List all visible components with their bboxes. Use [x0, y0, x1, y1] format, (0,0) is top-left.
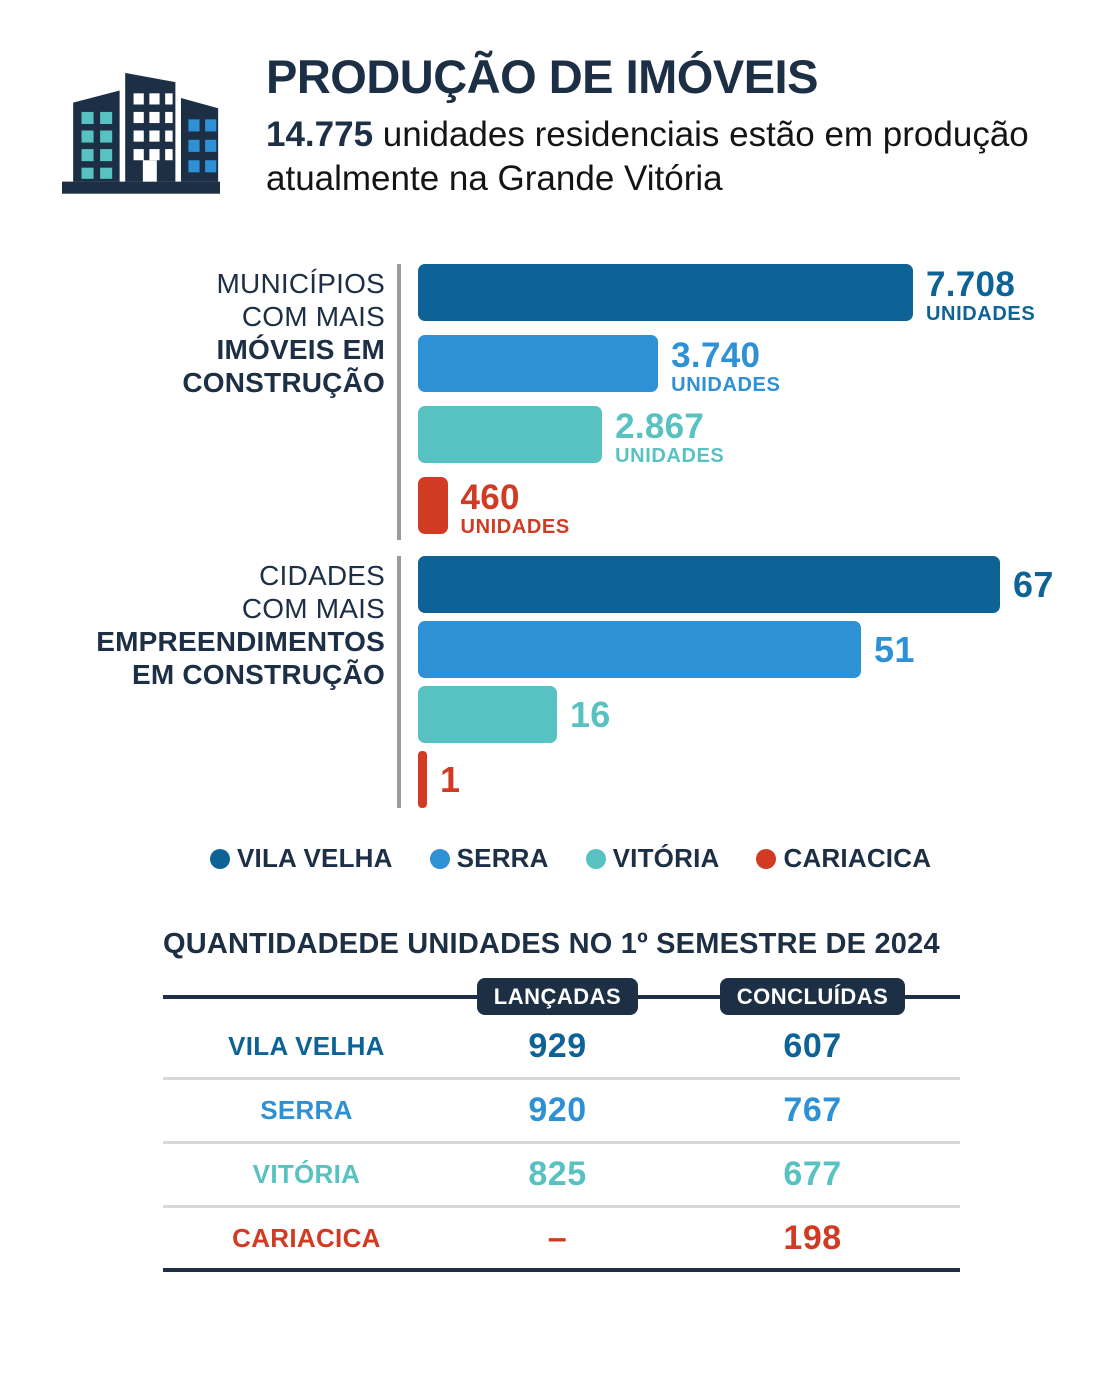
bar-vila-velha [418, 556, 1000, 613]
chart-label-line: EM CONSTRUÇÃO [131, 659, 385, 690]
subtitle-highlight: 14.775 [266, 115, 374, 155]
bar-value-number: 7.708 [926, 265, 1016, 304]
legend-label: VITÓRIA [612, 843, 720, 873]
cell-vitoria-concluidas: 677 [783, 1155, 842, 1193]
bar-cariacica [418, 477, 448, 534]
bar-serra [418, 621, 861, 678]
legend: VILA VELHA SERRA VITÓRIA CARIACICA [210, 843, 931, 874]
legend-item-serra: SERRA [429, 843, 549, 874]
cell-vila-velha-lancadas: 929 [528, 1027, 587, 1065]
bar-value-vila-velha: 67 [1013, 563, 1054, 605]
cell-serra-lancadas: 920 [528, 1091, 587, 1129]
table-title: QUANTIDADEDE UNIDADES NO 1º SEMESTRE DE … [163, 926, 960, 962]
bar-value-unit: UNIDADES [926, 303, 1036, 325]
chart-municipios-bars: 7.708 UNIDADES 3.740 UNIDADES 2.867 UNID… [397, 264, 1120, 540]
legend-dot-vila-velha [210, 848, 230, 869]
bar-row-vila-velha: 67 [418, 556, 1120, 613]
legend-label: VILA VELHA [237, 843, 393, 873]
bar-value-vila-velha: 7.708 UNIDADES [926, 264, 1035, 327]
cell-cariacica-lancadas: – [547, 1218, 568, 1257]
bar-row-serra: 51 [418, 621, 1120, 678]
bar-serra [418, 335, 659, 392]
bar-value-cariacica: 1 [440, 758, 461, 800]
column-header-concluidas: CONCLUÍDAS [719, 978, 906, 1015]
chart-label-line: COM MAIS [241, 301, 385, 332]
bar-row-cariacica: 1 [418, 751, 1120, 808]
bar-row-vila-velha: 7.708 UNIDADES [418, 264, 1120, 327]
bar-row-vitoria: 16 [418, 686, 1120, 743]
chart-cidades-label: CIDADES COM MAIS EMPREENDIMENTOS EM CONS… [0, 556, 385, 691]
subtitle-text: unidades residenciais estão em produção … [266, 115, 1029, 199]
column-header-lancadas: LANÇADAS [476, 978, 639, 1015]
legend-label: SERRA [456, 843, 549, 873]
chart-municipios-imoveis: MUNICÍPIOS COM MAIS IMÓVEIS EM CONSTRUÇÃ… [0, 264, 1120, 540]
table-row-vitoria: VITÓRIA 825 677 [163, 1144, 960, 1208]
page-title: PRODUÇÃO DE IMÓVEIS [266, 50, 818, 103]
row-label-vila-velha: VILA VELHA [228, 1031, 385, 1061]
legend-dot-cariacica [756, 848, 777, 869]
chart-label-line: COM MAIS [241, 593, 385, 624]
bar-vitoria [418, 406, 603, 463]
bar-value-unit: UNIDADES [460, 516, 570, 538]
cell-serra-concluidas: 767 [783, 1091, 842, 1129]
bar-value-vitoria: 16 [569, 693, 611, 735]
legend-dot-serra [429, 848, 450, 869]
units-table: QUANTIDADEDE UNIDADES NO 1º SEMESTRE DE … [163, 926, 960, 1272]
buildings-icon [62, 72, 220, 194]
legend-item-vila-velha: VILA VELHA [210, 843, 393, 874]
table-row-vila-velha: VILA VELHA 929 607 [163, 1016, 960, 1080]
chart-label-line: EMPREENDIMENTOS [96, 626, 385, 657]
bar-value-number: 3.740 [671, 336, 761, 375]
bar-value-unit: UNIDADES [671, 374, 781, 396]
bar-row-cariacica: 460 UNIDADES [418, 477, 1120, 540]
bar-value-serra: 51 [874, 628, 915, 670]
legend-item-vitoria: VITÓRIA [585, 843, 720, 874]
chart-cidades-bars: 67 51 16 1 [397, 556, 1120, 808]
bar-value-number: 16 [569, 693, 611, 735]
chart-label-line: CONSTRUÇÃO [182, 367, 385, 398]
legend-item-cariacica: CARIACICA [756, 843, 931, 874]
row-label-serra: SERRA [260, 1095, 353, 1125]
cell-vitoria-lancadas: 825 [528, 1155, 587, 1193]
bar-row-serra: 3.740 UNIDADES [418, 335, 1120, 398]
cell-cariacica-concluidas: 198 [783, 1218, 842, 1257]
chart-cidades-empreendimentos: CIDADES COM MAIS EMPREENDIMENTOS EM CONS… [0, 556, 1120, 808]
row-label-vitoria: VITÓRIA [252, 1159, 361, 1189]
bar-cariacica [418, 751, 427, 808]
row-label-cariacica: CARIACICA [232, 1222, 381, 1253]
chart-label-line: CIDADES [259, 560, 385, 591]
bar-vitoria [418, 686, 557, 743]
chart-municipios-label: MUNICÍPIOS COM MAIS IMÓVEIS EM CONSTRUÇÃ… [0, 264, 385, 399]
header: PRODUÇÃO DE IMÓVEIS 14.775 unidades resi… [62, 50, 1086, 202]
bar-value-vitoria: 2.867 UNIDADES [615, 406, 724, 469]
bar-value-number: 67 [1013, 563, 1054, 605]
bar-value-cariacica: 460 UNIDADES [461, 477, 570, 540]
bar-value-number: 460 [460, 478, 520, 517]
bar-value-unit: UNIDADES [615, 445, 725, 467]
table-row-serra: SERRA 920 767 [163, 1080, 960, 1144]
chart-label-line: MUNICÍPIOS [216, 268, 385, 299]
table-row-cariacica: CARIACICA – 198 [163, 1208, 960, 1272]
page-subtitle: 14.775 unidades residenciais estão em pr… [266, 113, 1086, 201]
legend-label: CARIACICA [783, 843, 932, 873]
bar-value-number: 1 [440, 758, 461, 800]
legend-dot-vitoria [585, 848, 606, 869]
table-title-regular: QUANTIDADEDE UNIDADES NO [163, 928, 621, 960]
bar-row-vitoria: 2.867 UNIDADES [418, 406, 1120, 469]
bar-vila-velha [418, 264, 913, 321]
bar-value-serra: 3.740 UNIDADES [671, 335, 780, 398]
bar-value-number: 51 [874, 628, 915, 670]
cell-vila-velha-concluidas: 607 [783, 1027, 842, 1065]
chart-label-line: IMÓVEIS EM [216, 334, 385, 365]
table-title-bold: 1º SEMESTRE DE 2024 [620, 928, 940, 960]
bar-value-number: 2.867 [615, 407, 705, 446]
table-header: LANÇADAS CONCLUÍDAS [163, 978, 960, 1016]
